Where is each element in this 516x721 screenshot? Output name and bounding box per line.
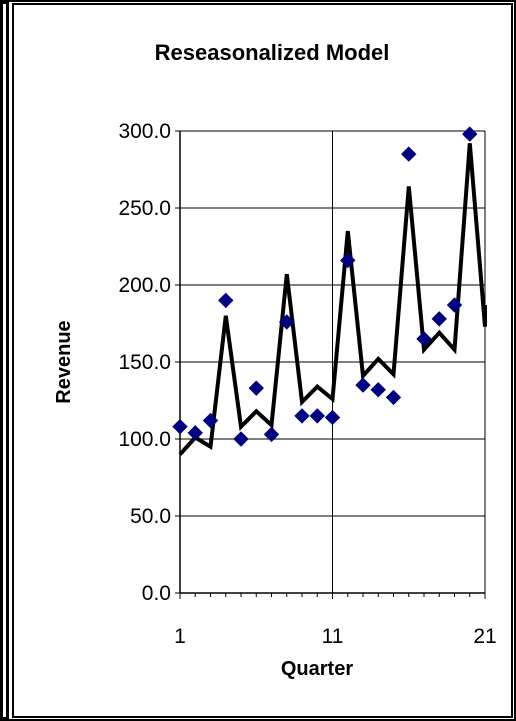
chart-area-border	[12, 3, 513, 718]
data-point-diamond	[279, 314, 295, 330]
y-tick-label: 300.0	[118, 120, 171, 143]
data-point-diamond	[370, 382, 386, 398]
x-tick-label: 1	[174, 625, 186, 648]
data-point-diamond	[218, 292, 234, 309]
x-tick-label: 21	[473, 625, 496, 648]
x-tick-label: 11	[322, 625, 344, 648]
data-point-diamond	[248, 380, 264, 396]
y-tick-label: 150.0	[118, 351, 171, 374]
data-point-diamond	[324, 409, 341, 426]
y-tick-label: 200.0	[118, 274, 171, 297]
model-line	[178, 143, 487, 456]
data-point-diamond	[431, 311, 447, 327]
x-axis-title: Quarter	[281, 658, 353, 680]
y-tick-label: 100.0	[118, 428, 171, 451]
y-tick-label: 50.0	[130, 505, 171, 528]
data-point-diamond	[355, 377, 371, 393]
data-point-diamond	[340, 252, 356, 269]
data-point-diamond	[202, 412, 219, 429]
left-edge-gap	[3, 4, 6, 717]
data-point-diamond	[446, 297, 463, 313]
data-point-diamond	[309, 408, 325, 424]
data-point-diamond	[187, 425, 203, 441]
data-point-diamond	[233, 431, 249, 447]
chart-title: Reseasonalized Model	[155, 40, 390, 65]
data-point-diamond	[416, 331, 432, 347]
data-point-diamond	[385, 389, 402, 406]
y-tick-label: 250.0	[118, 197, 171, 220]
data-point-diamond	[401, 146, 417, 162]
y-tick-label: 0.0	[142, 582, 171, 605]
data-point-diamond	[462, 126, 478, 142]
data-point-diamond	[294, 408, 310, 424]
data-point-diamond	[172, 418, 188, 435]
y-axis-title: Revenue	[53, 320, 75, 403]
data-point-diamond	[263, 426, 280, 443]
